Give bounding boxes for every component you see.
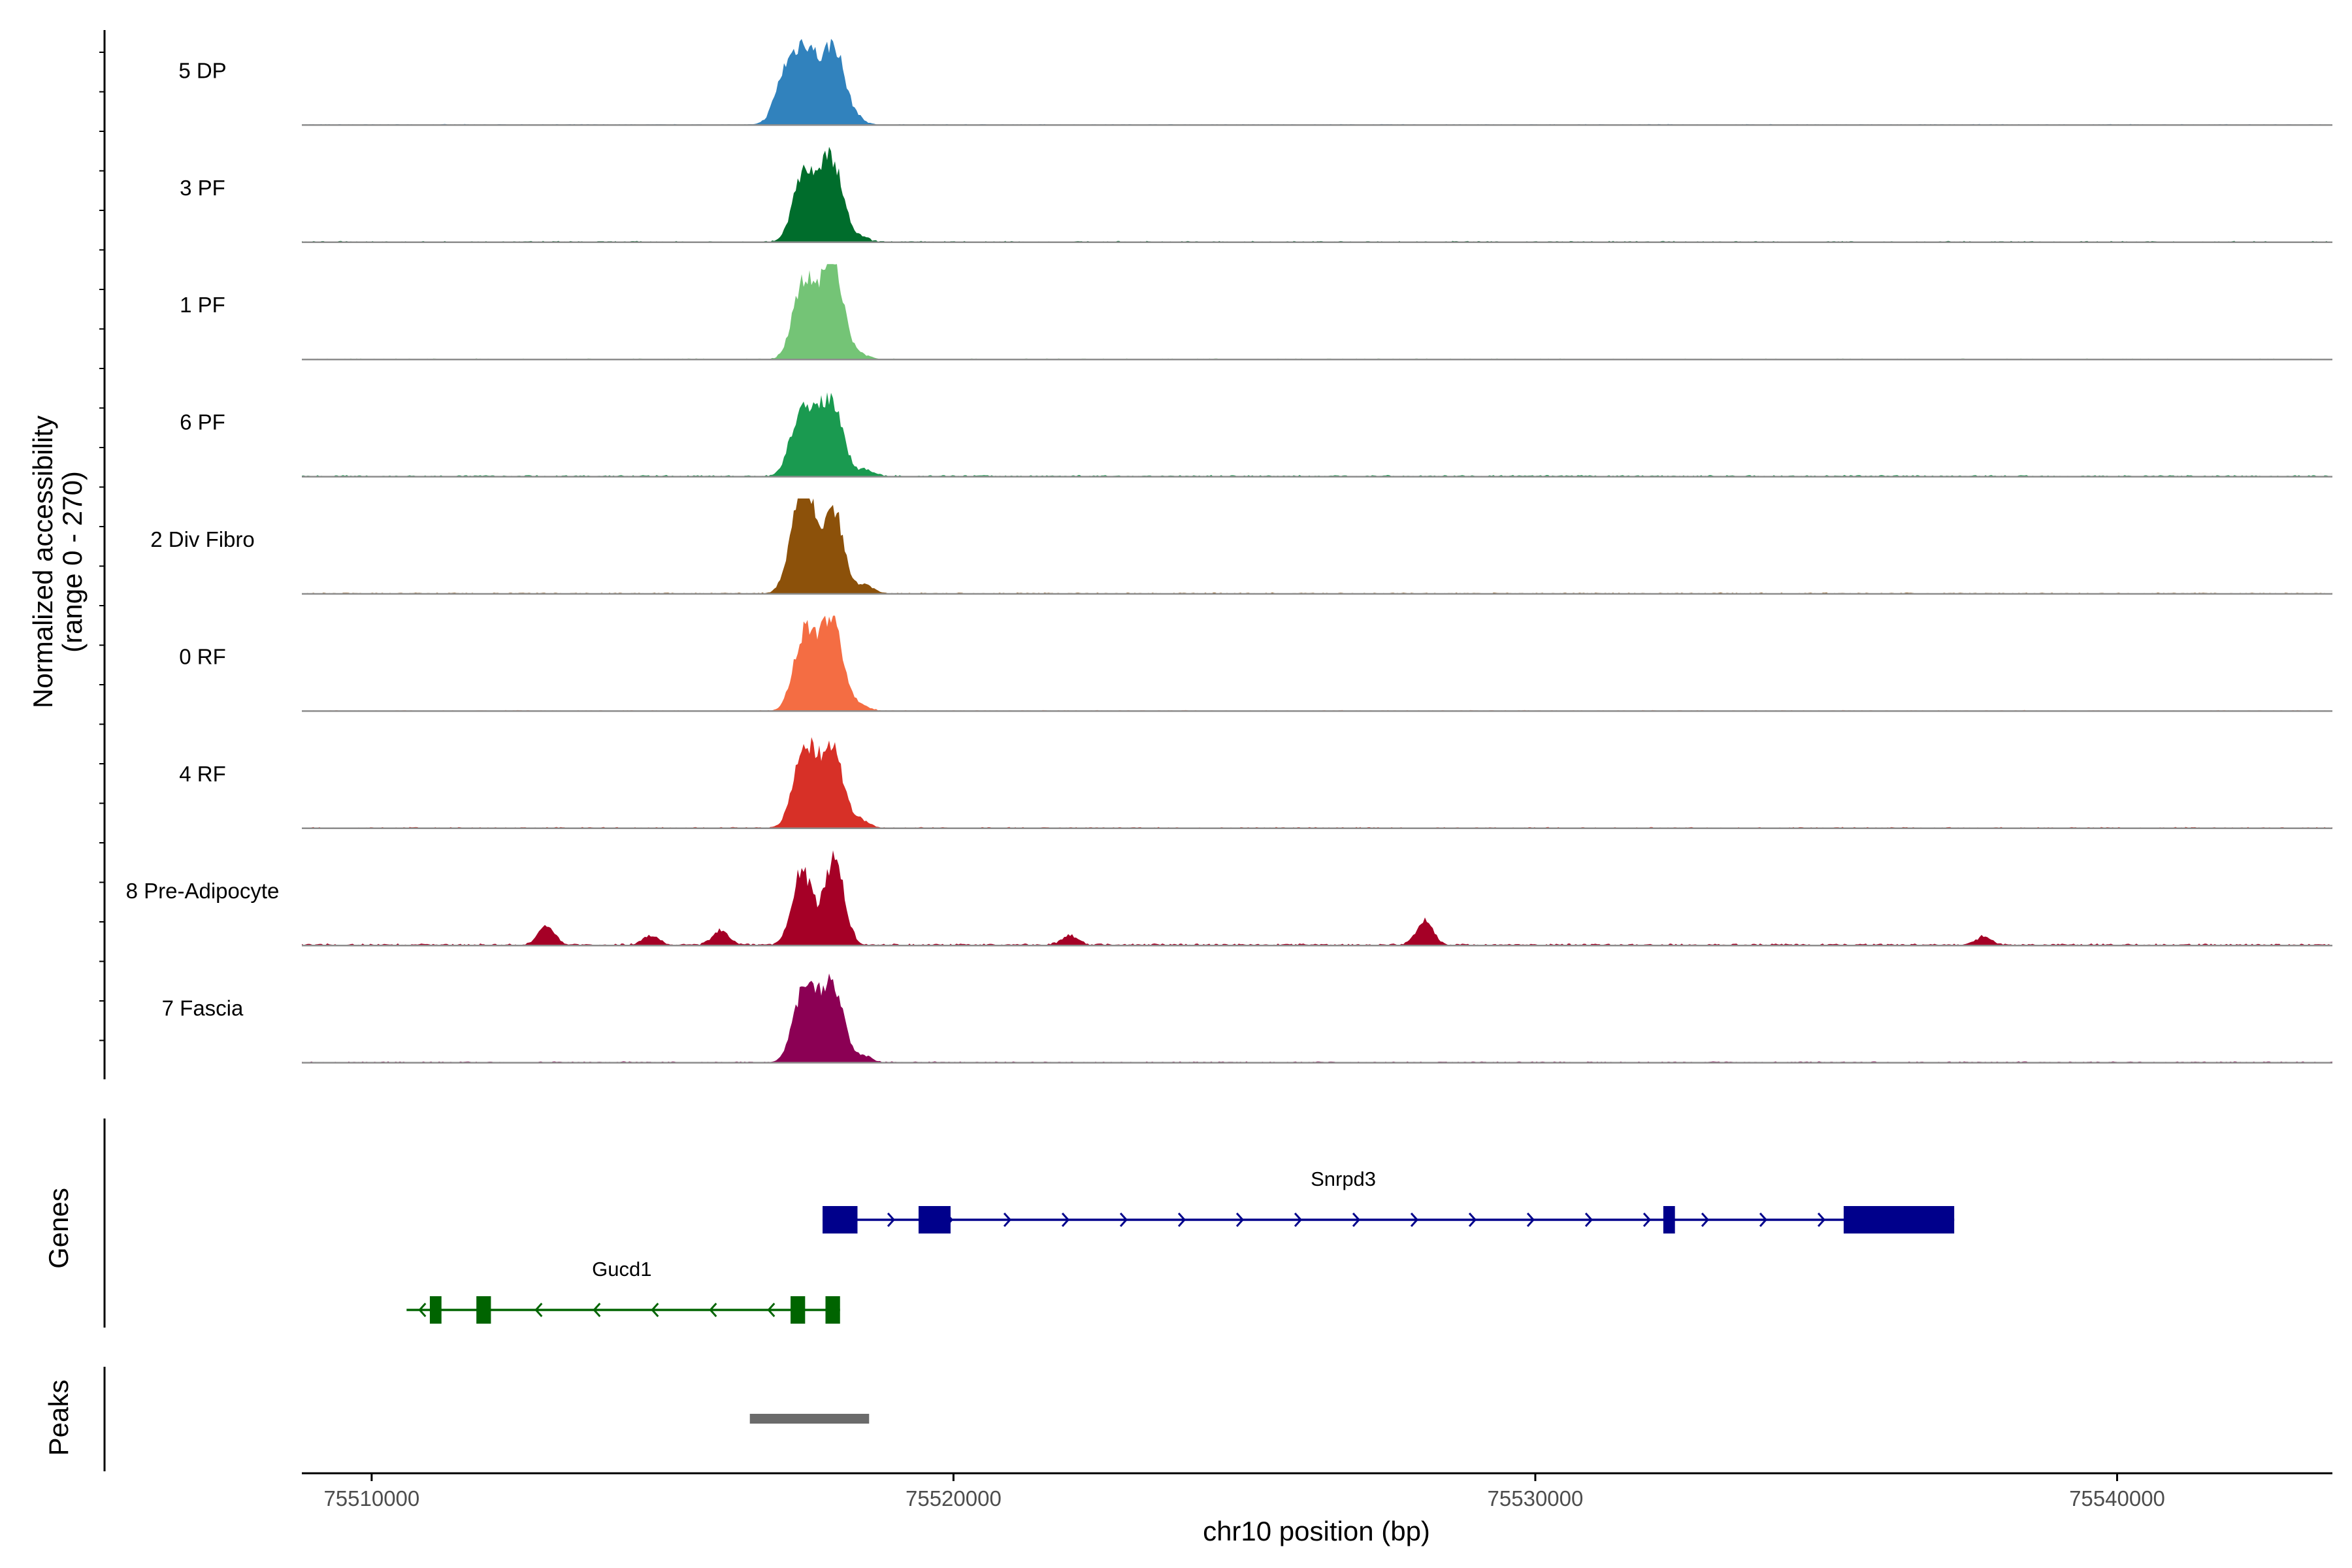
gene-annotation-track: Snrpd3 Gucd1 (103, 1119, 1955, 1328)
x-axis-title: chr10 position (bp) (1203, 1516, 1430, 1546)
strand-arrow (418, 1302, 427, 1318)
gene-model: Snrpd3 (823, 1168, 1955, 1233)
track-label: 6 PF (180, 410, 225, 434)
exon-block (1663, 1206, 1675, 1233)
coverage-track: 7 Fascia (162, 973, 2332, 1064)
track-label: 4 RF (179, 762, 226, 786)
coverage-area (302, 392, 2332, 477)
coverage-track: 2 Div Fibro (150, 498, 2332, 595)
coverage-track: 8 Pre-Adipocyte (126, 850, 2332, 947)
coverage-area (302, 264, 2332, 360)
coverage-track: 6 PF (180, 392, 2332, 478)
strand-arrow (1294, 1212, 1303, 1228)
coverage-area (302, 973, 2332, 1063)
strand-arrow (1759, 1212, 1768, 1228)
strand-arrow (593, 1302, 601, 1318)
strand-arrow (1642, 1212, 1652, 1228)
strand-arrow (1817, 1212, 1826, 1228)
strand-arrow (1003, 1212, 1012, 1228)
strand-arrow (1061, 1212, 1070, 1228)
exon-block (918, 1206, 951, 1233)
y-axis-title: Normalized accessibility (27, 416, 58, 708)
y-axis-range-label: (range 0 - 270) (57, 471, 88, 653)
strand-arrow (887, 1212, 896, 1228)
coverage-area (302, 146, 2332, 242)
exon-block (791, 1296, 806, 1324)
coverage-track: 1 PF (180, 264, 2332, 361)
strand-arrow (1468, 1212, 1477, 1228)
coverage-track: 5 DP (178, 39, 2332, 126)
exon-block (476, 1296, 491, 1324)
exon-block (825, 1296, 840, 1324)
track-label: 0 RF (179, 644, 226, 668)
coverage-area (302, 615, 2332, 711)
coverage-track: 4 RF (179, 737, 2332, 830)
strand-arrow (709, 1302, 717, 1318)
gene-model: Gucd1 (406, 1258, 840, 1324)
gene-name-label: Snrpd3 (1311, 1168, 1376, 1190)
x-tick-label: 75530000 (1488, 1486, 1584, 1511)
coverage-area (302, 737, 2332, 828)
coverage-area (302, 850, 2332, 946)
coverage-area (302, 39, 2332, 125)
coverage-area (302, 498, 2332, 594)
strand-arrow (1526, 1212, 1535, 1228)
strand-arrow (651, 1302, 659, 1318)
peak-region-bar (749, 1414, 870, 1424)
gene-name-label: Gucd1 (592, 1258, 651, 1281)
strand-arrow (1352, 1212, 1361, 1228)
strand-arrow (1701, 1212, 1710, 1228)
strand-arrow (1235, 1212, 1245, 1228)
exon-block (823, 1206, 858, 1233)
track-label: 2 Div Fibro (150, 527, 255, 551)
coverage-track: 0 RF (179, 615, 2332, 712)
track-label: 1 PF (180, 293, 225, 317)
x-tick-label: 75520000 (906, 1486, 1002, 1511)
track-label: 7 Fascia (162, 996, 244, 1021)
coverage-track: 3 PF (180, 146, 2332, 244)
x-axis: 75510000 75520000 75530000 75540000 (302, 1472, 2332, 1511)
strand-arrow (1584, 1212, 1593, 1228)
track-label: 3 PF (180, 176, 225, 200)
exon-block (1843, 1206, 1955, 1233)
strand-arrow (1177, 1212, 1186, 1228)
strand-arrow (1410, 1212, 1419, 1228)
track-label: 5 DP (178, 58, 226, 82)
coverage-tracks: 5 DP 3 PF 1 PF 6 PF 2 Div Fibro 0 RF 4 RF 8 Pre… (126, 39, 2332, 1064)
peak-region-track (103, 1367, 870, 1471)
genes-track-title: Genes (43, 1188, 74, 1269)
track-label: 8 Pre-Adipocyte (126, 879, 280, 903)
strand-arrow (534, 1302, 543, 1318)
x-tick-label: 75510000 (323, 1486, 419, 1511)
strand-arrow (767, 1302, 776, 1318)
exon-block (429, 1296, 442, 1324)
left-axis (99, 30, 106, 1079)
x-tick-label: 75540000 (2069, 1486, 2165, 1511)
peaks-track-title: Peaks (43, 1380, 74, 1456)
strand-arrow (1119, 1212, 1128, 1228)
